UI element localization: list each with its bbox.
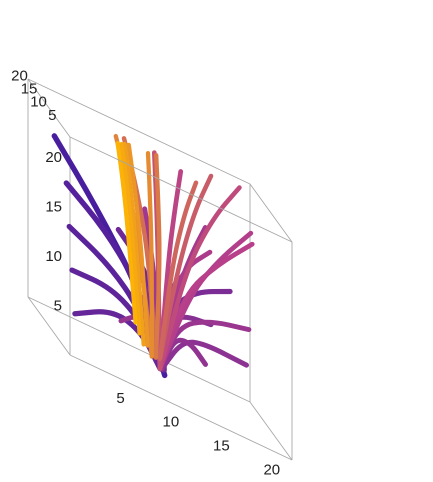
tube-curve-28 xyxy=(126,142,150,348)
box-edge-0 xyxy=(69,354,293,461)
box-edge-7 xyxy=(249,183,293,243)
y-tick-label: 10 xyxy=(30,94,47,111)
box-edge-6 xyxy=(27,78,71,138)
y-tick-label: 20 xyxy=(11,67,28,84)
tube-curves xyxy=(51,133,255,379)
box-edge-4 xyxy=(27,296,71,356)
x-tick-label: 15 xyxy=(213,438,230,455)
tube-curve-27 xyxy=(145,150,154,359)
tube-curve-29 xyxy=(122,141,146,347)
z-tick-label: 20 xyxy=(45,149,62,166)
box-edge-3 xyxy=(27,78,251,185)
box-edge-2 xyxy=(69,136,293,243)
z-tick-label: 15 xyxy=(45,198,62,215)
tube-curve-31 xyxy=(115,140,138,325)
tube-curve-30 xyxy=(119,141,142,336)
z-tick-label: 5 xyxy=(54,298,62,315)
z-tick-label: 10 xyxy=(45,248,62,265)
x-tick-label: 5 xyxy=(116,390,124,407)
bounding-box-back xyxy=(27,78,293,461)
box-edge-5 xyxy=(249,401,293,461)
box-edge-1 xyxy=(27,296,251,403)
x-tick-label: 10 xyxy=(163,414,180,431)
tube-curve-23 xyxy=(157,180,199,361)
y-tick-label: 5 xyxy=(48,107,56,124)
x-tick-label: 20 xyxy=(263,462,280,479)
bounding-box-front xyxy=(69,136,293,461)
tube-curve-25 xyxy=(153,153,162,360)
tube-curve-20 xyxy=(157,185,242,371)
y-tick-label: 15 xyxy=(21,81,38,98)
